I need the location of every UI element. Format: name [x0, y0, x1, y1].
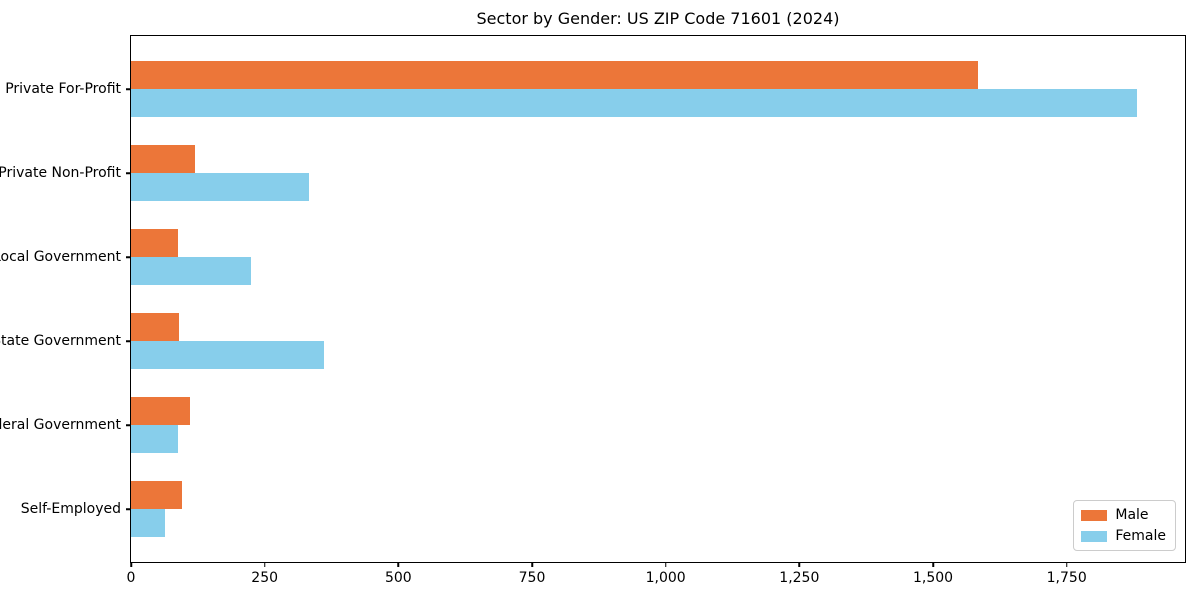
- chart-title: Sector by Gender: US ZIP Code 71601 (202…: [476, 9, 840, 28]
- bar-male-self-employed: [131, 481, 183, 510]
- bar-female-private-non-profit: [131, 173, 309, 202]
- y-tick-mark: [126, 424, 131, 427]
- x-axis-label: 1,750: [1046, 570, 1087, 586]
- bar-male-local-government: [131, 229, 179, 258]
- x-tick-mark: [130, 562, 132, 567]
- y-axis-label: Federal Government: [0, 417, 121, 434]
- bar-female-state-government: [131, 341, 324, 370]
- y-tick-mark: [126, 256, 131, 259]
- bar-male-private-for-profit: [131, 61, 978, 90]
- legend: Male Female: [1073, 500, 1176, 551]
- legend-item-female: Female: [1081, 528, 1166, 544]
- x-axis-label: 250: [251, 570, 279, 586]
- bar-male-state-government: [131, 313, 180, 342]
- x-tick-mark: [263, 562, 266, 567]
- x-axis-label: 1,250: [779, 570, 820, 586]
- y-tick-mark: [126, 340, 131, 343]
- y-axis-label: Private For-Profit: [5, 81, 121, 98]
- bar-female-federal-government: [131, 425, 178, 454]
- x-axis-label: 1,500: [912, 570, 954, 586]
- x-tick-mark: [798, 562, 801, 567]
- y-axis-label: Private Non-Profit: [0, 165, 121, 182]
- male-swatch: [1081, 509, 1108, 521]
- x-axis-label: 0: [126, 570, 136, 586]
- x-axis-label: 1,000: [645, 570, 686, 586]
- bar-female-local-government: [131, 257, 251, 286]
- y-axis-label: Self-Employed: [20, 501, 121, 518]
- y-tick-mark: [126, 88, 131, 91]
- x-axis-label: 750: [518, 570, 546, 586]
- y-tick-mark: [126, 508, 131, 511]
- bar-female-private-for-profit: [131, 89, 1137, 118]
- y-axis-label: Local Government: [0, 249, 121, 266]
- legend-label-female: Female: [1115, 528, 1166, 544]
- x-tick-mark: [664, 562, 667, 567]
- x-axis-label: 500: [384, 570, 412, 586]
- y-tick-mark: [126, 172, 131, 175]
- x-tick-mark: [531, 562, 533, 567]
- x-tick-mark: [1065, 562, 1068, 567]
- bar-male-private-non-profit: [131, 145, 195, 174]
- legend-item-male: Male: [1081, 507, 1166, 523]
- y-axis-label: State Government: [0, 333, 121, 350]
- x-tick-mark: [397, 562, 400, 567]
- bar-male-federal-government: [131, 397, 191, 426]
- female-swatch: [1081, 530, 1108, 542]
- plot-area: Male Female Private For-Profit Private No…: [0, 35, 1186, 586]
- x-tick-mark: [932, 562, 934, 567]
- legend-label-male: Male: [1115, 507, 1149, 523]
- bar-female-self-employed: [131, 509, 165, 538]
